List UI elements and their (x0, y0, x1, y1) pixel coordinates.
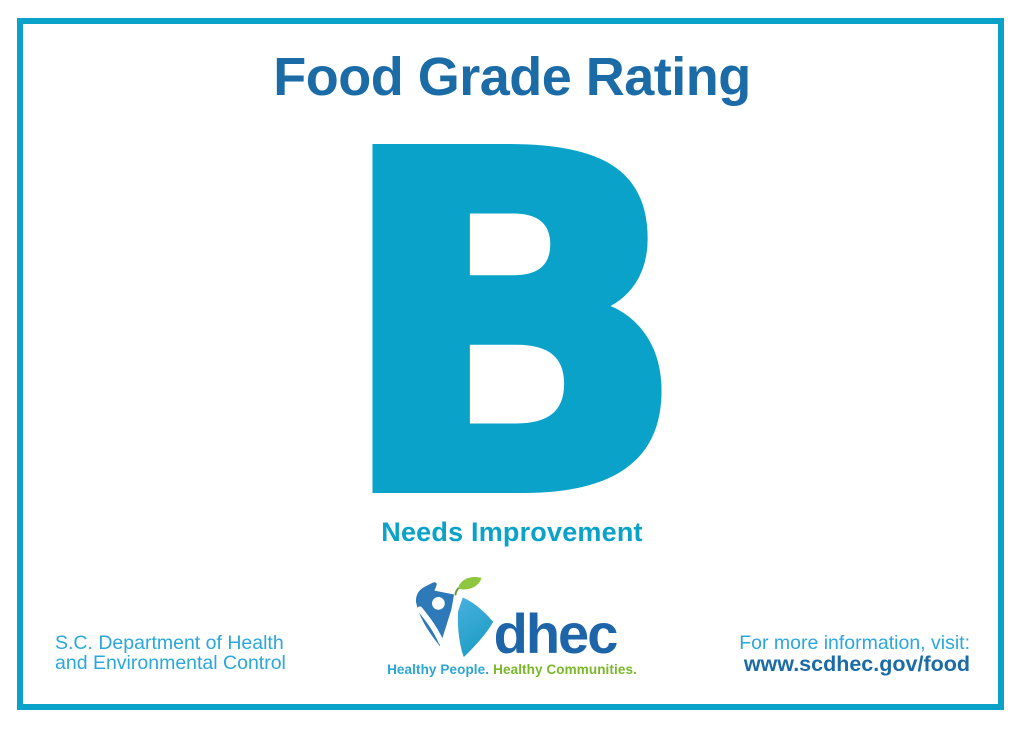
department-line-2: and Environmental Control (55, 652, 286, 674)
tagline-healthy-people: Healthy People. (387, 662, 490, 677)
grade-description: Needs Improvement (381, 517, 643, 547)
department-line-1: S.C. Department of Health (55, 632, 284, 654)
info-url: www.scdhec.gov/food (743, 652, 970, 676)
department-name: S.C. Department of Health and Environmen… (55, 633, 286, 673)
dhec-logo-row: dhec (408, 574, 619, 666)
dhec-logo: dhec Healthy People. Healthy Communities. (0, 574, 1024, 677)
sc-state-leaf-person-icon (415, 577, 493, 658)
dhec-tagline: Healthy People. Healthy Communities. (387, 663, 637, 677)
more-info-block: For more information, visit: www.scdhec.… (739, 632, 970, 676)
tagline-healthy-communities: Healthy Communities. (493, 662, 637, 677)
sign-title: Food Grade Rating (273, 47, 751, 107)
dhec-wordmark: dhec (493, 602, 619, 666)
grade-letter: B (330, 56, 694, 598)
info-prompt: For more information, visit: (739, 632, 970, 654)
